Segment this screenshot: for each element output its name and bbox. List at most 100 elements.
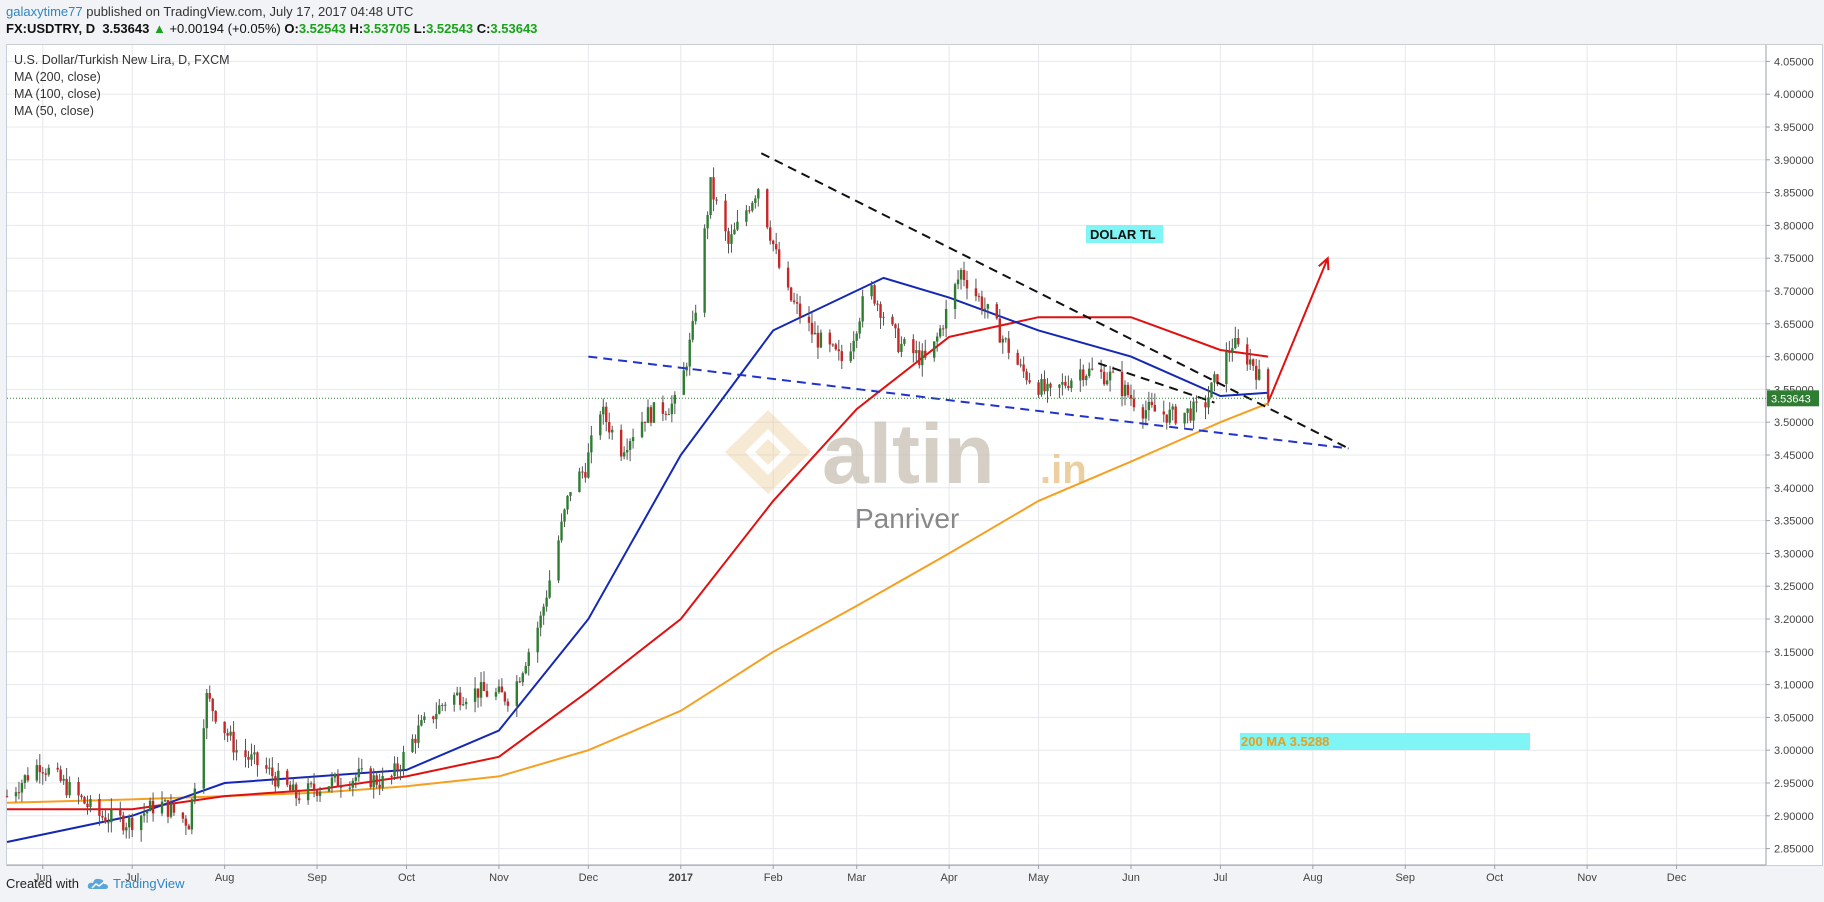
price-tick-label: 3.15000 — [1774, 647, 1814, 659]
candle-down — [974, 288, 978, 297]
arrow-head-icon — [1318, 256, 1330, 271]
candle-up — [393, 763, 396, 777]
candle-down — [5, 796, 9, 798]
candle-down — [369, 768, 372, 788]
candle-down — [1016, 352, 1019, 365]
candle-up — [1225, 351, 1228, 385]
time-tick-label: May — [1028, 872, 1049, 884]
candle-up — [733, 229, 736, 235]
candle-up — [751, 202, 754, 211]
candle-up — [110, 809, 113, 823]
price-tick-label: 2.85000 — [1774, 844, 1814, 856]
candle-down — [101, 815, 104, 818]
up-triangle-icon: ▲ — [152, 21, 166, 36]
candle-up — [938, 328, 942, 337]
candle-down — [208, 693, 211, 699]
candle-up — [89, 798, 92, 808]
candle-down — [1195, 401, 1198, 403]
candle-down — [584, 472, 587, 478]
time-tick-label: Aug — [215, 872, 235, 884]
candle-up — [959, 270, 963, 280]
candle-up — [202, 728, 205, 789]
candle-down — [774, 244, 778, 250]
candle-down — [1204, 402, 1207, 408]
candle-up — [461, 704, 465, 706]
candle-up — [682, 370, 685, 395]
trendline-upper-resistance — [760, 152, 1350, 450]
candle-up — [1213, 374, 1216, 383]
published-text: published on TradingView.com, July 17, 2… — [86, 4, 414, 19]
last-price-tag: 3.53643 — [7, 390, 1819, 407]
candle-up — [330, 777, 334, 787]
candle-up — [306, 783, 310, 801]
candle-down — [1129, 394, 1133, 399]
ma200-label-bg — [1240, 733, 1530, 750]
chart-legend: U.S. Dollar/Turkish New Lira, D, FXCM MA… — [14, 52, 230, 120]
candle-up — [348, 787, 352, 789]
price-tick-label: 3.75000 — [1774, 253, 1814, 265]
candle-up — [1001, 338, 1004, 343]
candle-down — [581, 471, 584, 473]
candle-up — [1192, 401, 1195, 421]
candle-up — [1079, 369, 1082, 381]
candle-down — [122, 815, 125, 831]
candle-up — [670, 403, 674, 415]
author-link[interactable]: galaxytime77 — [6, 4, 83, 19]
price-tick-label: 3.40000 — [1774, 483, 1814, 495]
price-tick-label: 3.10000 — [1774, 680, 1814, 692]
candle-up — [703, 228, 706, 313]
candle-up — [590, 435, 593, 453]
candle-up — [852, 340, 855, 352]
candle-up — [944, 308, 948, 329]
candle-down — [1037, 382, 1040, 395]
tradingview-link[interactable]: TradingView — [87, 876, 185, 891]
candle-down — [795, 302, 799, 304]
candle-up — [515, 681, 519, 706]
candle-up — [145, 811, 149, 814]
candle-down — [232, 731, 235, 753]
candle-down — [879, 304, 882, 318]
candle-down — [1141, 407, 1145, 419]
candle-down — [1237, 338, 1240, 345]
time-tick-label: Jul — [1213, 872, 1227, 884]
candle-down — [181, 812, 185, 819]
candle-up — [935, 336, 939, 342]
candle-down — [772, 240, 775, 245]
price-tick-label: 3.90000 — [1774, 155, 1814, 167]
candle-down — [1091, 368, 1094, 370]
candle-up — [292, 784, 295, 791]
symbol-info: FX:USDTRY, D 3.53643 ▲ +0.00194 (+0.05%)… — [6, 21, 537, 36]
time-tick-label: Jun — [1122, 872, 1140, 884]
candle-up — [1183, 412, 1186, 424]
candle-down — [1126, 384, 1130, 395]
candle-down — [187, 825, 191, 830]
candle-up — [441, 705, 444, 707]
price-tick-label: 3.35000 — [1774, 516, 1814, 528]
candle-down — [807, 316, 811, 323]
candle-up — [849, 351, 852, 362]
candle-down — [980, 296, 984, 310]
candle-down — [1043, 379, 1046, 392]
candle-down — [396, 763, 399, 771]
candle-up — [20, 782, 24, 793]
candle-down — [375, 775, 378, 785]
candle-up — [318, 791, 322, 796]
candle-up — [1207, 397, 1210, 408]
candle-down — [38, 765, 41, 773]
candle-down — [941, 328, 945, 330]
candle-down — [769, 227, 772, 241]
candle-up — [128, 817, 131, 828]
candle-up — [494, 692, 498, 697]
candle-up — [402, 751, 405, 770]
candle-up — [587, 452, 590, 478]
price-tick-label: 3.50000 — [1774, 417, 1814, 429]
candle-down — [1028, 380, 1031, 383]
candle-down — [834, 344, 838, 350]
candle-up — [903, 339, 906, 344]
candle-up — [163, 800, 167, 802]
candle-down — [1228, 351, 1231, 353]
candle-up — [139, 815, 143, 831]
candle-up — [1234, 338, 1237, 349]
candle-up — [736, 221, 739, 230]
